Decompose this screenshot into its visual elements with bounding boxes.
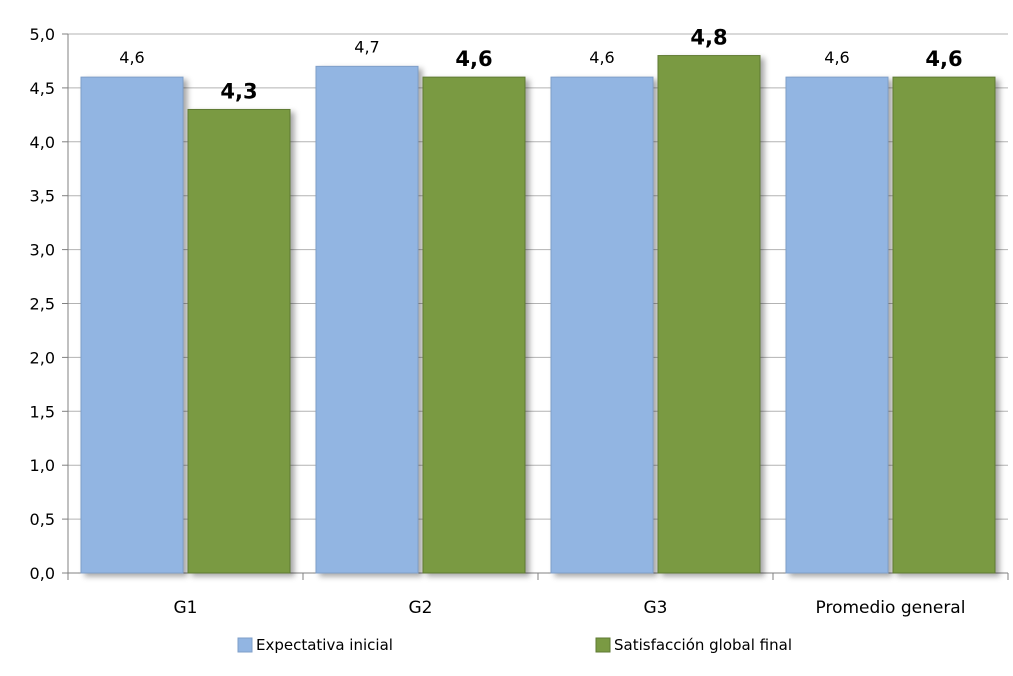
bar-satisfaccion-2 [422, 76, 526, 574]
x-tick-label: G3 [644, 598, 668, 618]
legend: Expectativa inicial Satisfacción global f… [237, 636, 792, 654]
data-label: 4,6 [589, 48, 614, 67]
bar-satisfaccion-4 [892, 76, 996, 574]
y-tick-label: 3,0 [30, 241, 55, 260]
legend-swatch [237, 637, 253, 653]
data-label: 4,6 [455, 47, 492, 71]
y-tick-label: 2,0 [30, 348, 55, 367]
legend-label: Satisfacción global final [614, 636, 792, 654]
y-tick-label: 3,5 [30, 187, 55, 206]
x-tick-label: G1 [174, 598, 198, 618]
legend-swatch [595, 637, 611, 653]
legend-label: Expectativa inicial [256, 636, 393, 654]
x-tick-label: G2 [409, 598, 433, 618]
y-tick-label: 4,5 [30, 79, 55, 98]
bar-expectativa-2 [315, 65, 419, 574]
data-label: 4,6 [925, 47, 962, 71]
data-label: 4,6 [119, 48, 144, 67]
bar-satisfaccion-1 [187, 108, 291, 574]
y-tick-label: 5,0 [30, 25, 55, 44]
y-tick-label: 0,0 [30, 564, 55, 583]
x-tick-label: Promedio general [816, 598, 966, 618]
y-tick-label: 4,0 [30, 133, 55, 152]
data-label: 4,7 [354, 37, 379, 56]
data-label: 4,3 [220, 79, 257, 103]
bar-expectativa-3 [550, 76, 654, 574]
data-label: 4,8 [690, 26, 727, 50]
bar-expectativa-1 [80, 76, 184, 574]
bars [80, 55, 996, 574]
data-label: 4,6 [824, 48, 849, 67]
data-labels: 4,6 4,3 4,7 4,6 4,6 4,8 4,6 4,6 [119, 26, 962, 104]
y-tick-label: 0,5 [30, 510, 55, 529]
bar-expectativa-4 [785, 76, 889, 574]
bar-satisfaccion-3 [657, 55, 761, 574]
y-tick-label: 1,5 [30, 402, 55, 421]
axes: 0,0 0,5 1,0 1,5 2,0 2,5 3,0 3,5 4,0 4,5 5,0 G1 G2 G3 P… [30, 25, 1009, 618]
y-tick-label: 2,5 [30, 295, 55, 314]
y-tick-label: 1,0 [30, 456, 55, 475]
